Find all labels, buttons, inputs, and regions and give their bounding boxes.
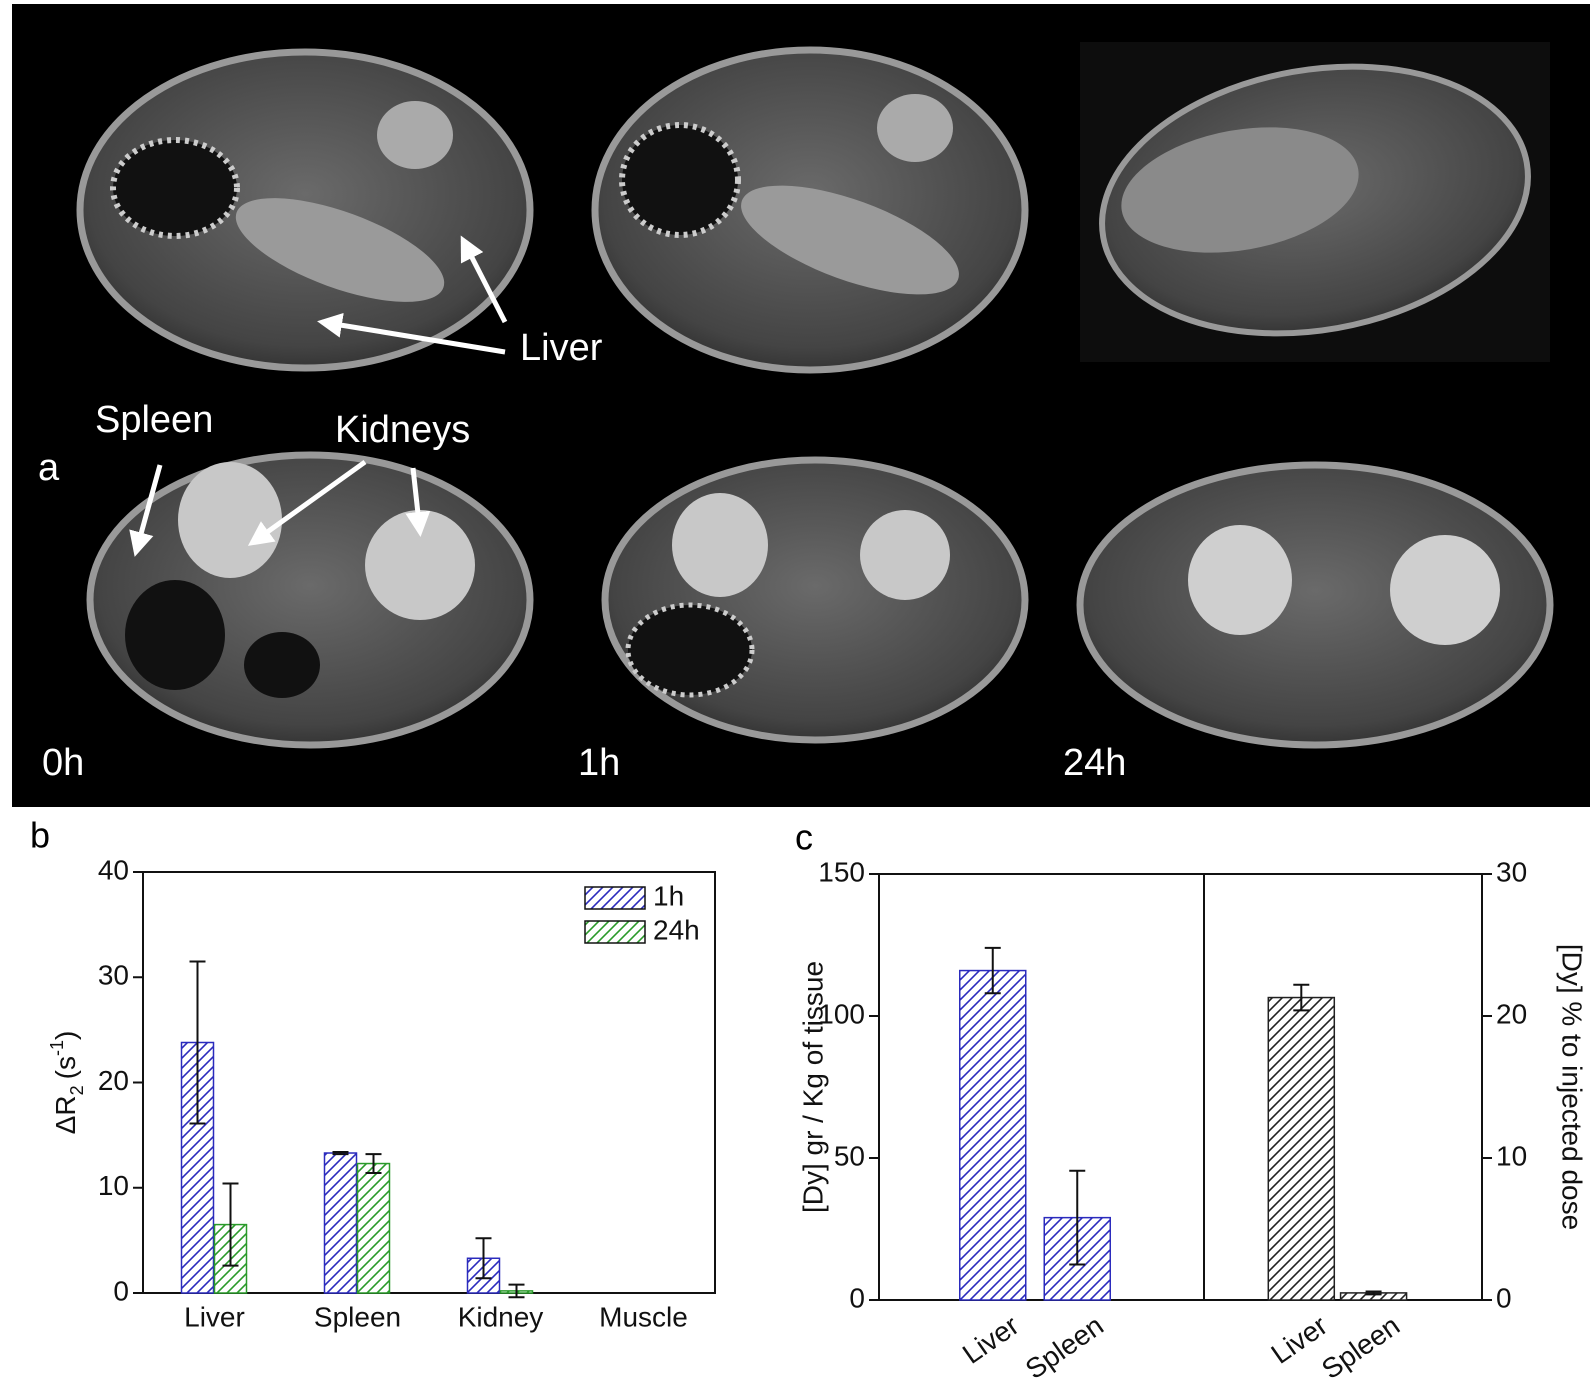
x-tick-label: Liver: [957, 1310, 1025, 1370]
time-label: 1h: [578, 742, 620, 784]
panel-label: b: [30, 815, 50, 856]
error-bar: [222, 1182, 239, 1267]
panel-label: a: [38, 447, 60, 489]
x-tick-label: Kidney: [458, 1301, 544, 1332]
x-tick-label: Spleen: [314, 1301, 401, 1332]
y-tick-label: 150: [818, 856, 865, 887]
y-axis-label: ΔR2 (s-1): [47, 1031, 87, 1135]
bar: [1267, 996, 1336, 1301]
error-bar: [984, 946, 1001, 995]
error-bar: [508, 1283, 525, 1299]
y-axis-label-part: ΔR: [50, 1095, 81, 1134]
annotation: Spleen: [95, 399, 213, 441]
y-axis-label: [Dy] gr / Kg of tissue: [797, 961, 828, 1213]
arrows: [129, 235, 508, 557]
x-tick-label: Liver: [184, 1301, 245, 1332]
y-tick-label: 0: [849, 1282, 865, 1313]
error-bar: [1069, 1169, 1086, 1266]
y-tick-label: 10: [98, 1170, 129, 1201]
bar: [356, 1162, 391, 1294]
legend-label: 24h: [653, 914, 700, 945]
x-tick-label: Muscle: [599, 1301, 688, 1332]
annotation: Liver: [520, 327, 603, 369]
y-axis-label-part: ): [50, 1031, 81, 1040]
error-bar: [332, 1150, 349, 1156]
legend-swatch: [584, 886, 646, 910]
y-axis-label-part: -1: [47, 1040, 67, 1056]
error-bar: [365, 1153, 382, 1175]
y2-tick-label: 10: [1496, 1140, 1527, 1171]
plot-frame: [878, 873, 1483, 1301]
error-bar: [475, 1237, 492, 1280]
time-label: 0h: [42, 742, 84, 784]
bar: [959, 969, 1027, 1301]
time-label: 24h: [1063, 742, 1126, 784]
y2-tick-label: 30: [1496, 856, 1527, 887]
legend-label: 1h: [653, 880, 684, 911]
y2-tick-label: 20: [1496, 998, 1527, 1029]
y-axis-label-part: 2: [67, 1085, 87, 1095]
y-tick-label: 100: [818, 998, 865, 1029]
bar: [323, 1152, 358, 1294]
y-tick-label: 50: [834, 1140, 865, 1171]
legend-swatch: [584, 920, 646, 944]
error-bar: [1365, 1290, 1382, 1296]
error-bar: [189, 960, 206, 1125]
x-tick-label: Spleen: [1020, 1310, 1109, 1381]
panel-label: c: [795, 817, 813, 858]
error-bar: [1293, 983, 1310, 1012]
y2-axis-label: [Dy] % to injected dose: [1557, 944, 1588, 1230]
y-axis-label-part: (s: [50, 1056, 81, 1079]
panel-a: Liver Spleen Kidneys a 0h 1h 24h: [12, 4, 1590, 807]
y-tick-label: 0: [113, 1275, 129, 1306]
y2-tick-label: 0: [1496, 1282, 1512, 1313]
annotation: Kidneys: [335, 409, 470, 451]
y-tick-label: 30: [98, 960, 129, 991]
x-tick-label: Spleen: [1316, 1310, 1405, 1381]
y-tick-label: 20: [98, 1065, 129, 1096]
mri-slices: [76, 42, 1554, 749]
y-tick-label: 40: [98, 854, 129, 885]
